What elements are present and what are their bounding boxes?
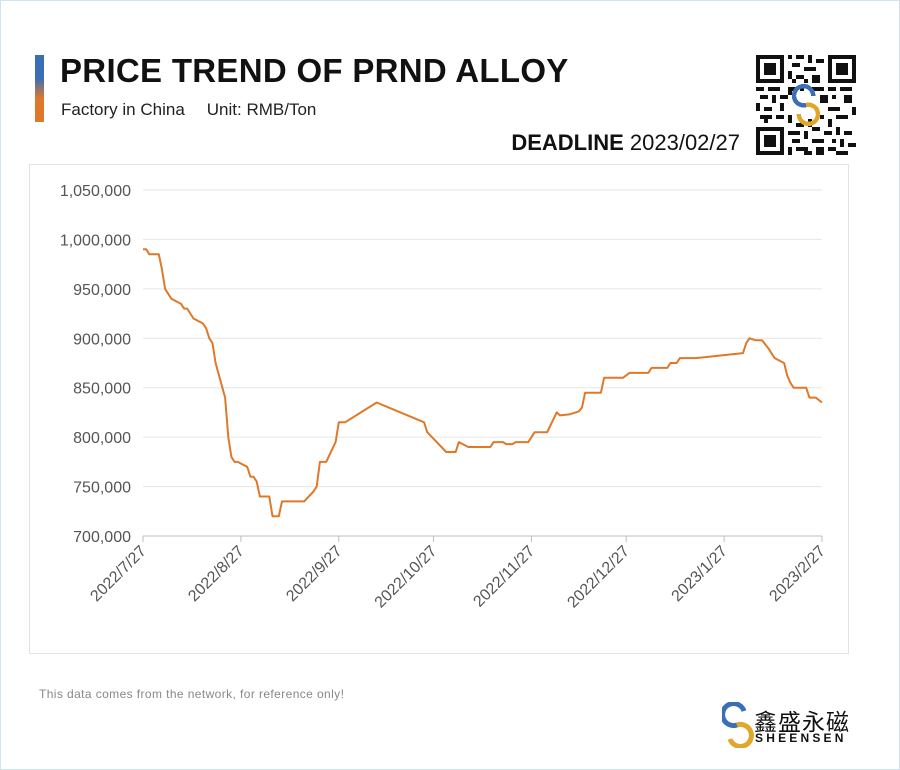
- y-tick-label: 900,000: [73, 331, 131, 348]
- y-tick-label: 950,000: [73, 282, 131, 299]
- x-tick-label: 2022/9/27: [283, 543, 345, 605]
- title-accent-bar: [35, 55, 44, 122]
- x-tick-label: 2023/1/27: [669, 543, 731, 605]
- chart-title: PRICE TREND OF PRND ALLOY: [60, 52, 569, 89]
- brand-name-cn: 鑫盛永磁: [754, 709, 850, 735]
- y-tick-label: 800,000: [73, 430, 131, 447]
- y-tick-label: 850,000: [73, 381, 131, 398]
- deadline-label: DEADLINE: [511, 130, 624, 155]
- y-tick-label: 700,000: [73, 529, 131, 546]
- deadline-date: 2023/02/27: [629, 130, 740, 155]
- y-tick-label: 1,000,000: [60, 232, 131, 249]
- y-tick-label: 1,050,000: [60, 183, 131, 200]
- chart-subtitle: Factory in China Unit: RMB/Ton: [61, 100, 316, 120]
- chart-panel: 700,000 750,000 800,000 850,000 900,000 950,0…: [29, 164, 849, 654]
- origin-label: Factory in China: [61, 100, 185, 119]
- sheensen-logo-icon: [722, 702, 754, 748]
- disclaimer-note: This data comes from the network, for re…: [39, 687, 345, 701]
- deadline: DEADLINE 2023/02/27: [511, 130, 740, 156]
- y-tick-label: 750,000: [73, 480, 131, 497]
- price-series-line: [143, 248, 823, 518]
- x-tick-label: 2023/2/27: [766, 543, 828, 605]
- x-tick-label: 2022/7/27: [87, 543, 149, 605]
- unit-label: Unit: RMB/Ton: [206, 100, 317, 119]
- brand-name-en: SHEENSEN: [755, 731, 847, 745]
- x-tick-label: 2022/11/27: [470, 543, 538, 611]
- x-tick-label: 2022/8/27: [185, 543, 247, 605]
- x-tick-label: 2022/10/27: [372, 543, 441, 612]
- x-tick-label: 2022/12/27: [564, 543, 633, 612]
- line-chart: 700,000 750,000 800,000 850,000 900,000 950,0…: [60, 183, 829, 612]
- qr-code-icon: [756, 55, 856, 155]
